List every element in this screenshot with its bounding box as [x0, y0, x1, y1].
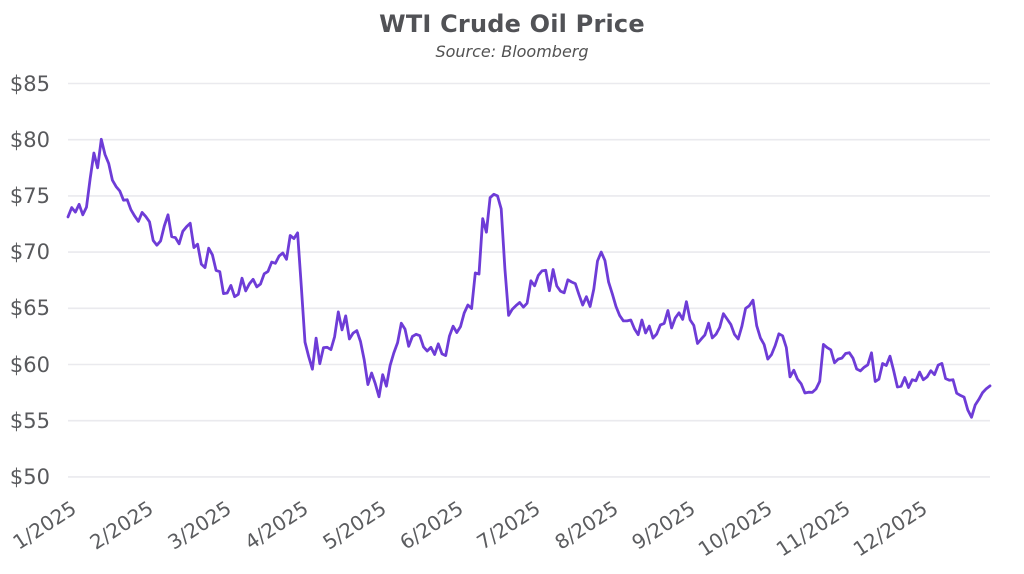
- y-axis-tick-label: $85: [9, 71, 50, 96]
- chart-subtitle: Source: Bloomberg: [435, 42, 589, 61]
- price-line-series: [66, 137, 992, 419]
- y-axis-tick-label: $60: [9, 352, 50, 377]
- y-axis-tick-label: $75: [9, 183, 50, 208]
- chart-title: WTI Crude Oil Price: [379, 10, 645, 38]
- y-axis-tick-label: $80: [9, 127, 50, 152]
- y-axis-tick-label: $70: [9, 240, 50, 265]
- y-axis-tick-label: $55: [9, 408, 50, 433]
- y-axis-tick-label: $50: [9, 464, 50, 489]
- y-axis-tick-label: $65: [9, 296, 50, 321]
